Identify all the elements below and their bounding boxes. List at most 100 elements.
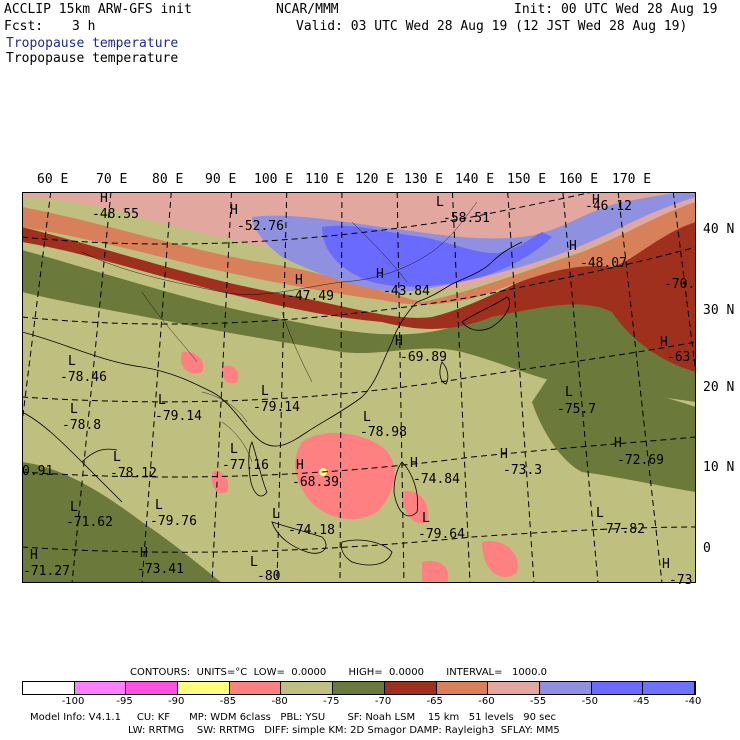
extremum-value: -71.27 [23,564,70,579]
extremum-value: -70. [664,277,696,292]
extremum-type: H [30,548,38,563]
field-title-shaded: Tropopause temperature [6,36,179,51]
model-title: ACCLIP 15km ARW-GFS init [4,2,192,17]
shading-salmon [482,541,518,577]
extremum-type: H [660,335,668,350]
lon-label: 140 E [455,172,495,187]
extremum-value: -73.3 [503,463,543,478]
shading-olive [22,250,696,402]
extremum-value: -78.98 [360,425,407,440]
colorbar-label: -100 [61,696,85,707]
extremum-type: H [376,267,384,282]
extremum-type: L [272,507,280,522]
colorbar-swatch [384,682,437,694]
extremum-type: H [500,447,508,462]
extremum-type: L [230,442,238,457]
extremum-value: -77.82 [598,522,645,537]
colorbar-label: -90 [168,696,185,707]
fcst-value: 3 h [72,19,96,34]
contours-info: CONTOURS: UNITS=°C LOW= 0.0000 HIGH= 0.0… [130,667,548,678]
extremum-type: H [614,436,622,451]
lat-label: 10 N [703,460,735,475]
shading-salmon [402,491,428,524]
extremum-type: L [68,354,76,369]
extremum-type: L [70,402,78,417]
lon-label: 160 E [559,172,599,187]
extremum-value: -48.07 [580,256,627,271]
colorbar-swatch [436,682,489,694]
colorbar-swatch [126,682,179,694]
shading-salmon-typhoon [295,432,395,520]
extremum-value: -69.89 [400,350,447,365]
colorbar-swatch [488,682,540,694]
extremum-type: L [155,498,163,513]
colorbar [22,681,696,695]
colorbar-label: -85 [219,696,237,707]
extremum-value: -68.39 [292,475,339,490]
lon-label: 70 E [96,172,128,187]
extremum-type: H [569,239,577,254]
graticule [22,192,696,583]
fcst-label: Fcst: [4,19,44,34]
extremum-value: -79.76 [150,514,197,529]
extremum-value: -43.84 [383,284,430,299]
extremum-value: -73 [669,573,693,588]
extremum-type: L [250,555,258,570]
extremum-value: -74.84 [413,472,460,487]
extremum-type: H [395,334,403,349]
colorbar-label: -75 [323,696,340,707]
org-label: NCAR/MMM [276,2,339,17]
extremum-value: -79.64 [418,527,465,542]
extremum-value: -52.76 [237,219,284,234]
field-title: Tropopause temperature [6,51,179,66]
extremum-value: 0.91 [22,464,54,479]
colorbar-label: -60 [478,696,495,707]
map-frame [22,192,696,583]
extremum-value: -78.12 [110,466,157,481]
extremum-type: L [158,393,166,408]
extremum-type: L [565,385,573,400]
tropopause-temperature-map [22,192,696,583]
colorbar-swatch [281,682,334,694]
extremum-type: H [662,557,670,572]
colorbar-swatch [591,682,644,694]
extremum-value: -46.12 [585,199,632,214]
colorbar-swatch [643,682,695,694]
extremum-value: -78.8 [62,418,102,433]
lat-label: 0 [703,541,711,556]
extremum-type: L [70,500,78,515]
shading-salmon [422,560,449,583]
colorbar-label: -45 [633,696,650,707]
extremum-type: H [140,546,148,561]
colorbar-swatch [333,682,385,694]
lat-label: 30 N [703,303,735,318]
lon-label: 100 E [254,172,294,187]
lon-label: 120 E [355,172,395,187]
extremum-type: L [596,506,604,521]
lon-label: 90 E [205,172,237,187]
colorbar-swatch [178,682,230,694]
lat-label: 40 N [703,222,735,237]
colorbar-label: -50 [581,696,598,707]
extremum-value: -80 [257,569,281,584]
extremum-type: H [230,203,238,218]
extremum-value: -79.14 [155,409,202,424]
extremum-type: H [592,193,600,208]
colorbar-swatch [74,682,127,694]
colorbar-label: -55 [529,696,547,707]
extremum-value: -79.14 [253,400,300,415]
shading-olive-se [532,372,696,492]
extremum-value: -48.55 [92,207,139,222]
extremum-type: L [436,195,444,210]
extremum-value: -58.51 [443,211,490,226]
extremum-value: -75.7 [557,402,597,417]
extremum-value: -78.46 [60,370,107,385]
shading-salmon [181,351,204,374]
lon-label: 130 E [404,172,444,187]
extremum-value: -77.16 [222,458,269,473]
colorbar-label: -65 [426,696,443,707]
model-info-line-1: Model Info: V4.1.1 CU: KF MP: WDM 6class… [30,712,556,723]
extremum-type: H [296,458,304,473]
extremum-value: -47.49 [287,289,334,304]
extremum-value: -73.41 [137,562,184,577]
